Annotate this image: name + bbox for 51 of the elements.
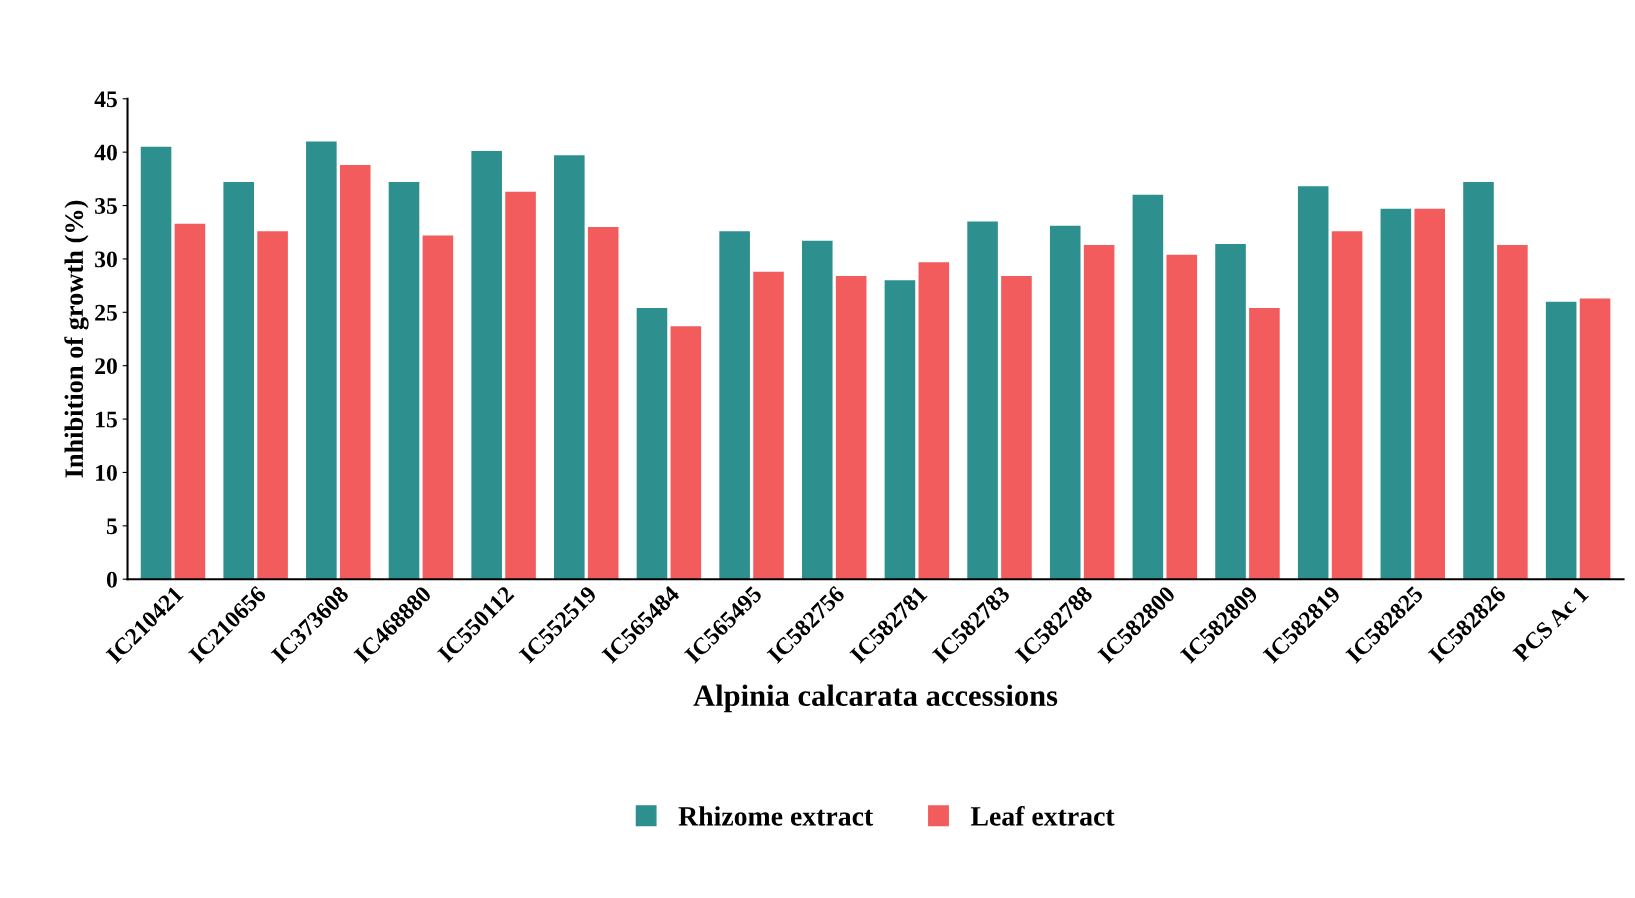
y-tick-label: 35 [95, 198, 117, 214]
y-tick-label: 10 [96, 464, 117, 481]
y-tick-label: 25 [95, 304, 117, 321]
bar [1001, 276, 1032, 580]
y-tick-label: 40 [94, 144, 117, 161]
bar [174, 223, 206, 580]
bar [388, 182, 420, 580]
bar [1463, 182, 1494, 580]
bar [1132, 194, 1164, 580]
bar [1049, 225, 1081, 580]
bar [554, 155, 585, 580]
y-tick-label: 15 [96, 411, 117, 428]
y-axis-title: Inhibition of growth (%) [64, 200, 89, 478]
bar [306, 141, 337, 580]
x-axis-title: Alpinia calcarata accessions [693, 684, 1058, 713]
bar [1166, 254, 1198, 580]
bar [670, 326, 702, 580]
y-tick-label: 0 [106, 571, 117, 588]
bar [719, 231, 750, 580]
bar [422, 235, 454, 580]
bar [339, 164, 371, 580]
bar [835, 276, 867, 580]
bar [257, 231, 288, 580]
bar [223, 182, 254, 580]
bar [636, 308, 668, 580]
legend-label: Rhizome extract [678, 806, 874, 826]
bar [1497, 245, 1528, 580]
bar [1249, 308, 1280, 580]
bar [1297, 186, 1329, 580]
y-tick-label: 20 [95, 358, 117, 375]
bar [471, 151, 502, 580]
bar [1083, 245, 1115, 580]
y-tick-label: 45 [94, 91, 117, 108]
bar [884, 280, 916, 580]
bar [505, 191, 536, 580]
bar [1414, 208, 1446, 580]
bar [1331, 231, 1363, 580]
x-tick-label: PCS Ac 1 [1512, 585, 1589, 663]
y-tick-label: 30 [95, 251, 117, 268]
y-tick-label: 5 [106, 518, 117, 535]
bar [140, 146, 172, 580]
bar [801, 240, 833, 580]
bar [918, 262, 950, 580]
bar [587, 226, 619, 580]
bar [967, 221, 998, 580]
bar [753, 271, 784, 580]
legend-label: Leaf extract [970, 805, 1115, 826]
bar [1579, 298, 1611, 580]
bar [1380, 208, 1412, 580]
bar [1215, 243, 1246, 580]
bar [1545, 301, 1577, 580]
